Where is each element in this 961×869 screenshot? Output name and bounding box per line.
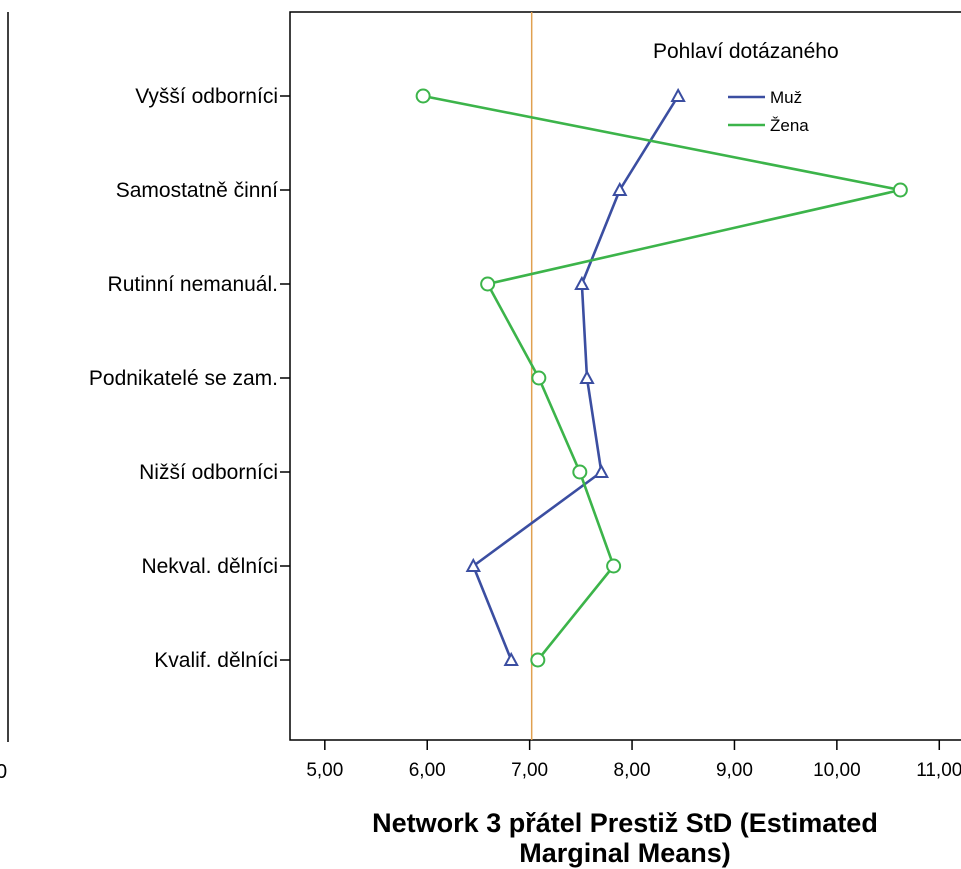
y-tick-label: Podnikatelé se zam. <box>89 367 278 390</box>
y-tick-label: Nižší odborníci <box>139 461 278 484</box>
y-tick-label: Rutinní nemanuál. <box>108 273 278 296</box>
data-point-zena <box>531 370 547 386</box>
x-tick-label: 11,00 <box>916 760 961 781</box>
data-point-muz <box>670 87 686 102</box>
data-point-zena <box>606 558 622 574</box>
data-point-muz <box>612 181 628 196</box>
previous-panel-tick-fragment: 0 <box>0 761 7 783</box>
y-tick-label: Kvalif. dělníci <box>154 649 278 672</box>
x-tick-label: 7,00 <box>511 760 548 781</box>
legend-label-zena: Žena <box>770 116 809 135</box>
plot-frame <box>289 11 961 741</box>
series-line-muz <box>472 95 680 661</box>
data-point-zena <box>480 276 496 292</box>
x-axis: 5,00 6,00 7,00 8,00 9,00 10,00 11,00 <box>306 740 961 781</box>
x-axis-title-line2: Marginal Means) <box>519 838 731 868</box>
legend-title: Pohlaví dotázaného <box>653 40 839 63</box>
x-tick-label: 6,00 <box>409 760 446 781</box>
y-tick-label: Vyšší odborníci <box>135 85 278 108</box>
data-point-zena <box>530 652 546 668</box>
y-axis: Vyšší odborníci Samostatně činní Rutinní n… <box>89 85 290 672</box>
legend-label-muz: Muž <box>770 88 802 107</box>
x-tick-label: 9,00 <box>716 760 753 781</box>
y-tick-label: Nekval. dělníci <box>141 555 278 578</box>
data-point-muz <box>503 651 519 666</box>
legend: Pohlaví dotázaného Muž Žena <box>653 40 839 135</box>
x-tick-label: 8,00 <box>614 760 651 781</box>
data-point-muz <box>579 369 595 384</box>
x-tick-label: 10,00 <box>813 760 861 781</box>
y-tick-label: Samostatně činní <box>116 179 278 202</box>
series-lines <box>415 87 908 668</box>
data-point-muz <box>465 557 481 572</box>
data-point-zena <box>415 88 431 104</box>
x-axis-title-line1: Network 3 přátel Prestiž StD (Estimated <box>372 808 878 838</box>
series-line-zena <box>422 94 902 661</box>
data-point-zena <box>892 182 908 198</box>
data-point-zena <box>572 464 588 480</box>
x-tick-label: 5,00 <box>306 760 343 781</box>
data-point-muz <box>574 275 590 290</box>
data-point-muz <box>593 463 610 478</box>
